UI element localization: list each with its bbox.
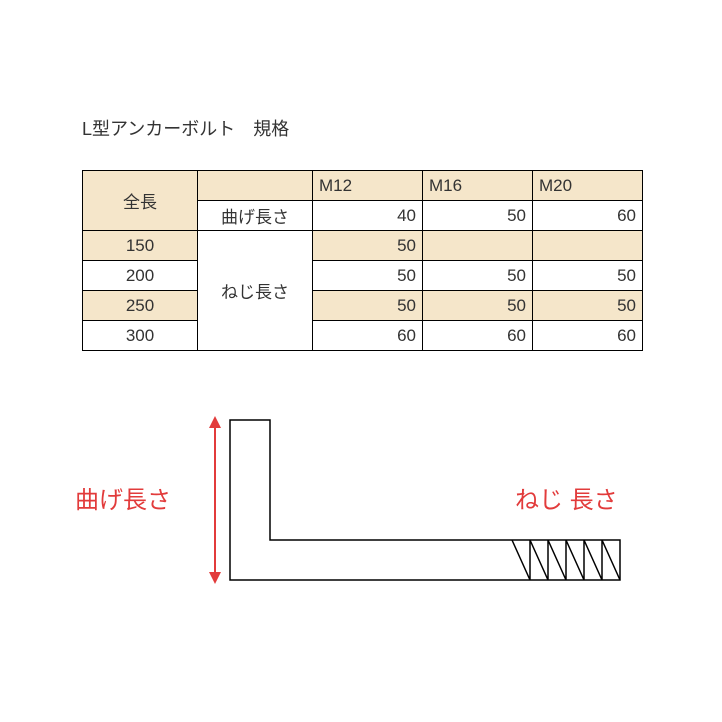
cell xyxy=(533,231,643,261)
col-header-m12: M12 xyxy=(313,171,423,201)
cell: 50 xyxy=(313,261,423,291)
length-cell: 250 xyxy=(83,291,198,321)
header-total-length: 全長 xyxy=(83,171,198,231)
bolt-diagram: 曲げ長さ ねじ 長さ xyxy=(120,410,640,615)
col-header-m20: M20 xyxy=(533,171,643,201)
bend-length-label: 曲げ長さ xyxy=(198,201,313,231)
cell: 60 xyxy=(313,321,423,351)
blank-cell xyxy=(198,171,313,201)
length-cell: 200 xyxy=(83,261,198,291)
cell: 50 xyxy=(423,291,533,321)
thread-length-label: ねじ長さ xyxy=(198,231,313,351)
bend-length-diagram-label: 曲げ長さ xyxy=(75,480,171,515)
cell: 50 xyxy=(313,231,423,261)
cell: 50 xyxy=(313,291,423,321)
cell xyxy=(423,231,533,261)
length-cell: 150 xyxy=(83,231,198,261)
cell: 50 xyxy=(533,291,643,321)
arrowhead-down-icon xyxy=(209,572,221,584)
spec-table: 全長 M12 M16 M20 曲げ長さ 40 50 60 150 ねじ長さ 50… xyxy=(82,170,643,351)
page-title: L型アンカーボルト 規格 xyxy=(82,115,289,141)
cell: 50 xyxy=(533,261,643,291)
cell: 60 xyxy=(533,321,643,351)
arrowhead-up-icon xyxy=(209,416,221,428)
cell: 60 xyxy=(423,321,533,351)
thread-icon xyxy=(512,540,620,580)
cell: 50 xyxy=(423,201,533,231)
cell: 40 xyxy=(313,201,423,231)
cell: 60 xyxy=(533,201,643,231)
length-cell: 300 xyxy=(83,321,198,351)
col-header-m16: M16 xyxy=(423,171,533,201)
cell: 50 xyxy=(423,261,533,291)
thread-length-diagram-label: ねじ 長さ xyxy=(515,480,618,515)
